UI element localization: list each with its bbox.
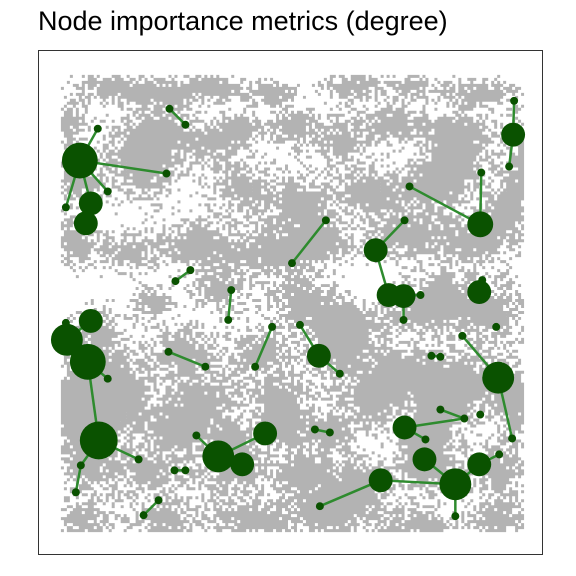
network-node (93, 124, 102, 133)
network-node (171, 277, 180, 286)
network-node (416, 291, 425, 300)
network-node (321, 216, 330, 225)
network-node (165, 104, 174, 113)
network-edge (408, 185, 481, 226)
network-node (427, 351, 436, 360)
network-node (405, 182, 414, 191)
network-node (227, 286, 236, 295)
network-node (508, 434, 517, 443)
network-node (201, 362, 210, 371)
habitat-layer (60, 74, 525, 533)
network-node (78, 308, 103, 333)
network-node (288, 259, 296, 268)
network-edge (439, 408, 465, 420)
network-node (480, 294, 489, 303)
network-node (477, 168, 486, 177)
network-node (186, 266, 195, 275)
network-node (310, 425, 319, 434)
network-node (76, 461, 85, 470)
network-node (139, 511, 148, 520)
network-node (230, 452, 255, 477)
network-node (181, 120, 190, 129)
network-node (73, 211, 98, 236)
network-map (50, 74, 526, 533)
network-node (451, 512, 460, 521)
habitat-patches (60, 74, 525, 533)
network-node (202, 440, 235, 473)
network-node (154, 496, 163, 505)
plot-panel (38, 50, 543, 555)
network-node (492, 322, 501, 331)
network-node (50, 323, 83, 356)
network-node (268, 322, 277, 331)
network-node (363, 238, 388, 263)
network-node (192, 431, 201, 440)
network-node (162, 169, 171, 178)
network-node (306, 343, 331, 368)
network-node (69, 343, 106, 380)
network-node (181, 466, 190, 475)
network-node (436, 352, 445, 361)
network-node (460, 414, 469, 423)
network-node (295, 320, 304, 329)
network-node (476, 410, 485, 419)
network-node (412, 447, 437, 472)
network-node (61, 203, 70, 212)
network-node (78, 191, 103, 216)
network-node (61, 142, 98, 179)
network-node (103, 374, 112, 383)
network-node (368, 468, 393, 493)
network-node (501, 122, 526, 147)
network-node (392, 415, 417, 440)
network-node (467, 452, 492, 477)
network-node (134, 455, 143, 464)
network-node (400, 216, 409, 225)
chart-title: Node importance metrics (degree) (38, 6, 448, 36)
network-node (253, 421, 278, 446)
network-node (103, 187, 112, 196)
network-node (482, 361, 515, 394)
network-node (505, 162, 514, 171)
network-edge (291, 219, 327, 264)
network-node (170, 466, 179, 475)
network-node (224, 315, 233, 324)
network-edge (253, 326, 274, 368)
network-node (335, 369, 344, 378)
network-node (458, 331, 467, 340)
network-node (467, 280, 492, 304)
network-node (510, 96, 519, 105)
network-node (79, 421, 118, 460)
network-node (436, 405, 445, 414)
network-node (439, 468, 472, 501)
network-node (164, 347, 173, 356)
network-node (467, 211, 494, 238)
network-edge (227, 289, 233, 321)
network-node (495, 450, 504, 459)
network-node (421, 435, 430, 444)
network-node (251, 362, 260, 371)
network-node (399, 315, 408, 324)
network-node (315, 502, 324, 511)
network-node (71, 488, 80, 497)
node-layer (50, 96, 526, 521)
network-edge (74, 465, 83, 493)
network-node (391, 284, 416, 308)
network-node (325, 428, 334, 437)
network-edge (168, 350, 206, 368)
